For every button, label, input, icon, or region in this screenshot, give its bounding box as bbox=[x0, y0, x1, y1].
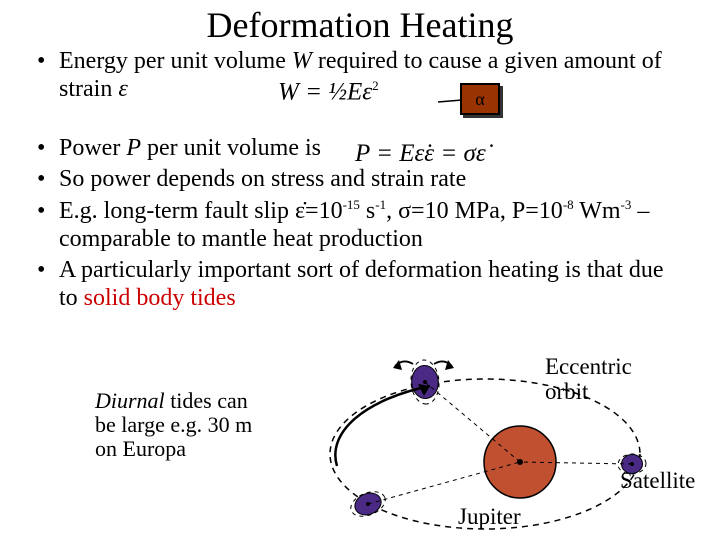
formula-p: P = Eε̇ε = σε̇ bbox=[355, 140, 486, 168]
diurnal1: Diurnal bbox=[95, 388, 165, 413]
b1-sym2: ε bbox=[118, 76, 127, 102]
exp8: -8 bbox=[563, 197, 574, 212]
slide: Deformation Heating Energy per unit volu… bbox=[0, 4, 720, 544]
exp1: -1 bbox=[375, 197, 386, 212]
b2-sym: P bbox=[126, 135, 141, 161]
bullet-5: A particularly important sort of deforma… bbox=[35, 257, 685, 312]
note-diurnal: Diurnal tides can be large e.g. 30 m on … bbox=[95, 389, 270, 462]
alpha-symbol: α bbox=[475, 89, 484, 109]
note-jupiter: Jupiter bbox=[458, 504, 521, 529]
bullet-4: E.g. long-term fault slip ε̇=10-15 s-1, … bbox=[35, 198, 685, 253]
formula-w: W = ½Eε2 bbox=[278, 78, 379, 106]
b4a: E.g. long-term fault slip ε̇=10 bbox=[59, 198, 343, 224]
bullet-3: So power depends on stress and strain ra… bbox=[35, 166, 685, 194]
exp3: -3 bbox=[621, 197, 632, 212]
page-title: Deformation Heating bbox=[35, 4, 685, 46]
b4d: Wm bbox=[574, 198, 621, 224]
note-satellite: Satellite bbox=[620, 468, 695, 493]
b1a: Energy per unit volume bbox=[59, 48, 292, 74]
exp15: -15 bbox=[343, 197, 360, 212]
b1-sym1: W bbox=[292, 48, 312, 74]
b2a: Power bbox=[59, 135, 126, 161]
b5b: solid body tides bbox=[84, 285, 236, 311]
alpha-box: α bbox=[460, 83, 500, 115]
b2b: per unit volume is bbox=[141, 135, 321, 161]
b4b: s bbox=[360, 198, 375, 224]
w-eq: W = ½Eε bbox=[278, 78, 372, 105]
b4c: , σ=10 MPa, P=10 bbox=[386, 198, 563, 224]
w-sup: 2 bbox=[372, 78, 379, 93]
note-eccentric: Eccentric orbit bbox=[545, 354, 655, 405]
